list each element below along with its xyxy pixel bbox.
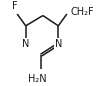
Text: F: F: [12, 1, 17, 11]
Text: CH₂F: CH₂F: [70, 7, 94, 17]
Text: N: N: [55, 39, 62, 49]
Text: H₂N: H₂N: [28, 74, 47, 84]
Text: N: N: [22, 39, 29, 49]
